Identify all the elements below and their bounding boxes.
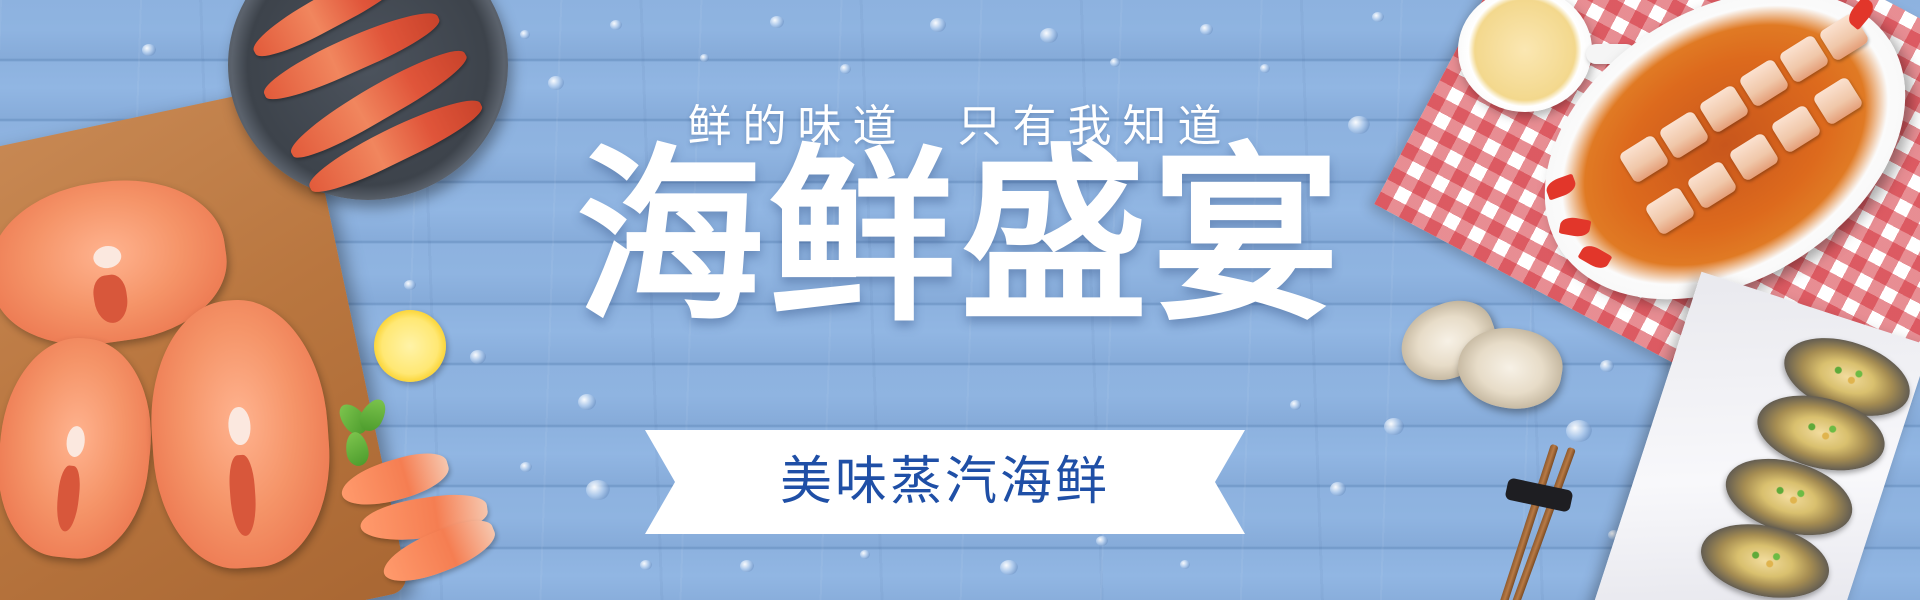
water-drop [520, 462, 532, 472]
water-drop [840, 64, 851, 74]
soup-bowl [1458, 0, 1592, 112]
water-drop [1290, 400, 1301, 410]
water-drop [1096, 536, 1108, 546]
water-drop [470, 350, 486, 364]
ribbon-shape [645, 430, 1245, 534]
water-drop [1348, 116, 1370, 134]
banner-subtitle: 鲜的味道 只有我知道 [687, 101, 1233, 152]
water-drop [1372, 12, 1384, 22]
water-drop [1330, 482, 1346, 496]
water-drop [860, 550, 870, 559]
water-drop [1566, 420, 1592, 442]
water-drop [700, 54, 709, 62]
water-drop [586, 480, 610, 500]
water-drop [1600, 360, 1614, 372]
water-drop [1200, 24, 1213, 35]
water-drop [1260, 64, 1270, 73]
water-drop [770, 16, 784, 28]
ribbon-banner: 美味蒸汽海鲜 [645, 430, 1245, 534]
ribbon-label: 美味蒸汽海鲜 [779, 452, 1110, 512]
banner-title: 海鲜盛宴 [576, 128, 1344, 347]
water-drop [930, 18, 946, 32]
water-drop [1384, 418, 1404, 435]
water-drop [640, 560, 652, 570]
lemon-slice [374, 310, 446, 382]
water-drop [1180, 560, 1190, 569]
water-drop [1000, 560, 1018, 575]
water-drop [1040, 28, 1058, 43]
water-drop [1110, 58, 1120, 67]
water-drop [520, 30, 530, 39]
water-drop [404, 280, 416, 290]
water-drop [740, 560, 754, 572]
water-drop [578, 394, 596, 410]
water-drop [610, 20, 622, 30]
water-drop [1608, 530, 1620, 540]
water-drop [142, 44, 156, 56]
water-drop [548, 76, 564, 90]
